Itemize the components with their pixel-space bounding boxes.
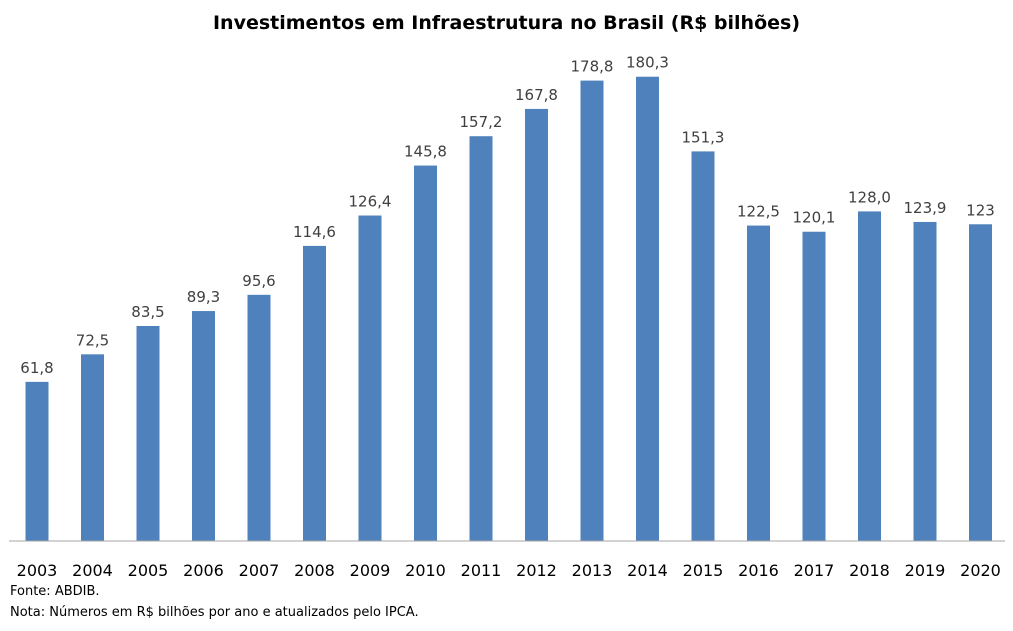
bar-2009 [358,215,382,541]
data-label-2013: 178,8 [571,58,614,76]
bar-2005 [136,325,160,541]
x-tick-label-2004: 2004 [72,561,113,580]
bar-2013 [580,80,604,541]
x-tick-label-2005: 2005 [128,561,169,580]
x-tick-label-2017: 2017 [794,561,835,580]
data-label-2007: 95,6 [242,272,275,290]
bar-2007 [247,294,271,541]
data-label-2012: 167,8 [515,86,558,104]
bar-2006 [192,311,215,541]
footnote: Nota: Números em R$ bilhões por ano e at… [10,605,419,620]
chart-title: Investimentos em Infraestrutura no Brasi… [212,12,801,34]
x-tick-label-2003: 2003 [17,561,58,580]
x-tick-label-2013: 2013 [572,561,613,580]
bar-2014 [636,76,659,541]
source-note: Fonte: ABDIB. [10,584,100,599]
x-tick-label-2008: 2008 [294,561,335,580]
data-label-2010: 145,8 [404,143,447,161]
x-tick-label-2016: 2016 [738,561,779,580]
data-label-2019: 123,9 [904,199,947,217]
data-label-2020: 123 [966,201,995,219]
bar-2015 [691,151,715,541]
bar-2019 [913,221,937,541]
bar-2017 [802,231,826,541]
x-tick-label-2020: 2020 [960,561,1001,580]
data-label-2015: 151,3 [682,128,725,146]
bar-2008 [303,245,326,541]
bar-2003 [25,381,49,541]
bar-2011 [469,136,493,541]
bar-2010 [414,165,437,541]
x-tick-label-2006: 2006 [183,561,224,580]
data-label-2014: 180,3 [626,54,669,72]
x-tick-label-2018: 2018 [849,561,890,580]
x-tick-label-2012: 2012 [516,561,557,580]
data-label-2006: 89,3 [187,288,220,306]
bar-2018 [858,211,881,541]
x-tick-label-2009: 2009 [350,561,391,580]
data-label-2018: 128,0 [848,188,891,206]
data-label-2005: 83,5 [131,303,164,321]
data-label-2016: 122,5 [737,203,780,221]
bar-2016 [747,225,770,541]
data-label-2011: 157,2 [460,113,503,131]
x-tick-label-2011: 2011 [461,561,502,580]
data-label-2017: 120,1 [793,209,836,227]
x-tick-label-2015: 2015 [683,561,724,580]
data-label-2004: 72,5 [76,331,109,349]
x-tick-label-2007: 2007 [239,561,280,580]
data-label-2008: 114,6 [293,223,336,241]
bar-2012 [525,108,548,541]
bar-2020 [969,224,992,541]
data-label-2003: 61,8 [20,359,53,377]
x-tick-label-2010: 2010 [405,561,446,580]
bar-2004 [81,354,104,541]
x-tick-label-2019: 2019 [905,561,946,580]
x-tick-label-2014: 2014 [627,561,668,580]
data-label-2009: 126,4 [349,193,392,211]
